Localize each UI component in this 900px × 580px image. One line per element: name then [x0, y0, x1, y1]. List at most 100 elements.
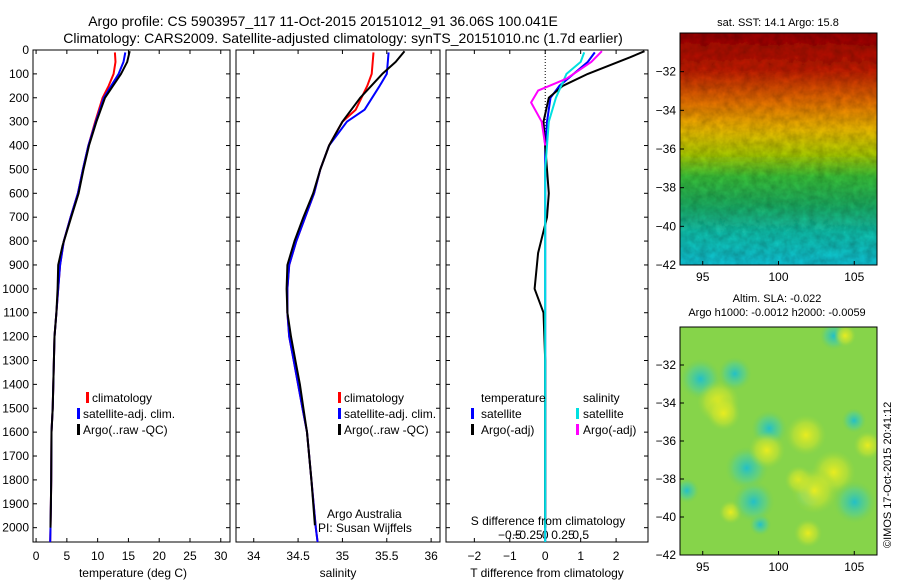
y-tick-label: 1200	[2, 330, 29, 344]
legend-swatch-climatology	[338, 392, 341, 403]
difference-axes-frame	[445, 49, 649, 543]
map-x-tick-label: 100	[768, 270, 788, 284]
map-x-tick-label: 105	[844, 560, 864, 574]
y-tick-label: 700	[9, 210, 29, 224]
map-y-tick-label: −34	[656, 396, 677, 410]
map-y-tick-label: −40	[656, 510, 677, 524]
figure-title-line1: Argo profile: CS 5903957_117 11-Oct-2015…	[88, 13, 558, 29]
top-tick-label: −0.25	[512, 528, 543, 542]
y-tick-label: 1600	[2, 425, 29, 439]
y-tick-label: 2000	[2, 521, 29, 535]
x-tick-label: 5	[64, 549, 71, 563]
y-tick-label: 900	[9, 258, 29, 272]
map-x-tick-label: 95	[696, 560, 710, 574]
map-y-tick-label: −38	[656, 472, 677, 486]
difference-legend: temperature satellite Argo(-adj) salinit…	[471, 391, 636, 437]
sst-map-panel: sat. SST: 14.1 Argo: 15.8 95 100 105 −32 −34…	[656, 17, 878, 284]
legend-swatch-argo	[338, 424, 341, 435]
legend-swatch-temperature-satellite	[471, 408, 474, 419]
legend-swatch-salinity-satellite	[576, 408, 579, 419]
difference-panel: −2 −1 0 1 2−0.5−0.25 0 0.250.5 temperature sat…	[445, 49, 649, 580]
salinity-ticks: 34 34.5 35 35.5 36	[236, 49, 440, 563]
legend-label-temperature-satellite: satellite	[481, 407, 522, 421]
y-tick-label: 600	[9, 186, 29, 200]
legend-swatch-satellite	[77, 408, 80, 419]
legend-label-satellite: satellite-adj. clim.	[83, 407, 175, 421]
imos-credit: ©IMOS 17-Oct-2015 20:41:12	[882, 402, 894, 548]
y-tick-label: 200	[9, 91, 29, 105]
x-tick-label: 10	[91, 549, 105, 563]
series-line	[49, 52, 117, 543]
salinity-lines	[285, 50, 406, 543]
y-tick-label: 1900	[2, 497, 29, 511]
sla-map-ticks: 95 100 105 −32 −34 −36 −38 −40 −42	[656, 358, 865, 574]
legend-title-temperature: temperature	[481, 391, 546, 405]
x-tick-label: 25	[183, 549, 197, 563]
x-tick-label: 30	[214, 549, 228, 563]
map-y-tick-label: −38	[656, 181, 677, 195]
y-tick-label: 1700	[2, 449, 29, 463]
x-tick-label: 35.5	[375, 549, 399, 563]
series-line	[286, 52, 375, 543]
salinity-axes-frame	[235, 49, 441, 543]
map-y-tick-label: −36	[656, 434, 677, 448]
map-y-tick-label: −34	[656, 103, 677, 117]
sst-map-ticks: 95 100 105 −32 −34 −36 −38 −40 −42	[656, 65, 865, 284]
map-y-tick-label: −36	[656, 142, 677, 156]
map-x-tick-label: 100	[768, 560, 788, 574]
temperature-ticks: 0100200300400500600700800900100011001200…	[2, 43, 230, 563]
sst-map-field	[680, 33, 877, 265]
salinity-xlabel: salinity	[320, 566, 357, 580]
top-tick-label: −0.5	[498, 528, 522, 542]
legend-label-climatology: climatology	[92, 391, 152, 405]
temperature-legend: climatology satellite-adj. clim. Argo(..…	[77, 391, 175, 437]
top-tick-label: 0.25	[551, 528, 575, 542]
legend-label-argo: Argo(..raw -QC)	[344, 423, 429, 437]
x-tick-label: 1	[577, 549, 584, 563]
difference-top-xlabel: S difference from climatology	[471, 514, 626, 528]
legend-swatch-climatology	[86, 392, 89, 403]
legend-swatch-salinity-argo	[576, 424, 579, 435]
map-y-tick-label: −32	[656, 358, 677, 372]
series-line	[285, 50, 406, 526]
legend-label-satellite: satellite-adj. clim.	[344, 407, 436, 421]
y-tick-label: 1400	[2, 377, 29, 391]
y-tick-label: 0	[22, 43, 29, 57]
map-y-tick-label: −42	[656, 258, 677, 272]
temperature-panel: 0100200300400500600700800900100011001200…	[2, 43, 231, 580]
map-y-tick-label: −32	[656, 65, 677, 79]
legend-label-temperature-argo: Argo(-adj)	[481, 423, 534, 437]
sla-map-title-line1: Altim. SLA: -0.022	[733, 293, 822, 305]
x-tick-label: −2	[468, 549, 482, 563]
y-tick-label: 1500	[2, 401, 29, 415]
difference-xlabel: T difference from climatology	[470, 566, 624, 580]
x-tick-label: 0	[542, 549, 549, 563]
figure-title-line2: Climatology: CARS2009. Satellite-adjuste…	[63, 30, 623, 46]
salinity-legend: climatology satellite-adj. clim. Argo(..…	[338, 391, 436, 437]
temperature-axes-frame	[32, 49, 231, 543]
y-tick-label: 300	[9, 115, 29, 129]
series-line	[286, 52, 390, 543]
sla-map-field	[680, 327, 877, 555]
x-tick-label: 2	[613, 549, 620, 563]
y-tick-label: 1100	[3, 306, 29, 320]
map-y-tick-label: −40	[656, 219, 677, 233]
sst-map-title: sat. SST: 14.1 Argo: 15.8	[717, 17, 839, 29]
series-line	[544, 52, 586, 542]
x-tick-label: 35	[336, 549, 350, 563]
legend-swatch-temperature-argo	[471, 424, 474, 435]
legend-label-climatology: climatology	[344, 391, 404, 405]
sla-map-title-line2: Argo h1000: -0.0012 h2000: -0.0059	[688, 307, 865, 319]
salinity-panel: 34 34.5 35 35.5 36 climatology satellite-adj…	[235, 49, 441, 580]
series-line	[49, 50, 131, 528]
x-tick-label: 34.5	[286, 549, 310, 563]
legend-label-salinity-argo: Argo(-adj)	[583, 423, 636, 437]
sla-map-panel: Altim. SLA: -0.022 Argo h1000: -0.0012 h…	[656, 293, 878, 574]
x-tick-label: 0	[33, 549, 40, 563]
x-tick-label: 34	[247, 549, 261, 563]
y-tick-label: 500	[9, 162, 29, 176]
map-y-tick-label: −42	[656, 548, 677, 562]
legend-swatch-argo	[77, 424, 80, 435]
series-line	[530, 50, 603, 146]
